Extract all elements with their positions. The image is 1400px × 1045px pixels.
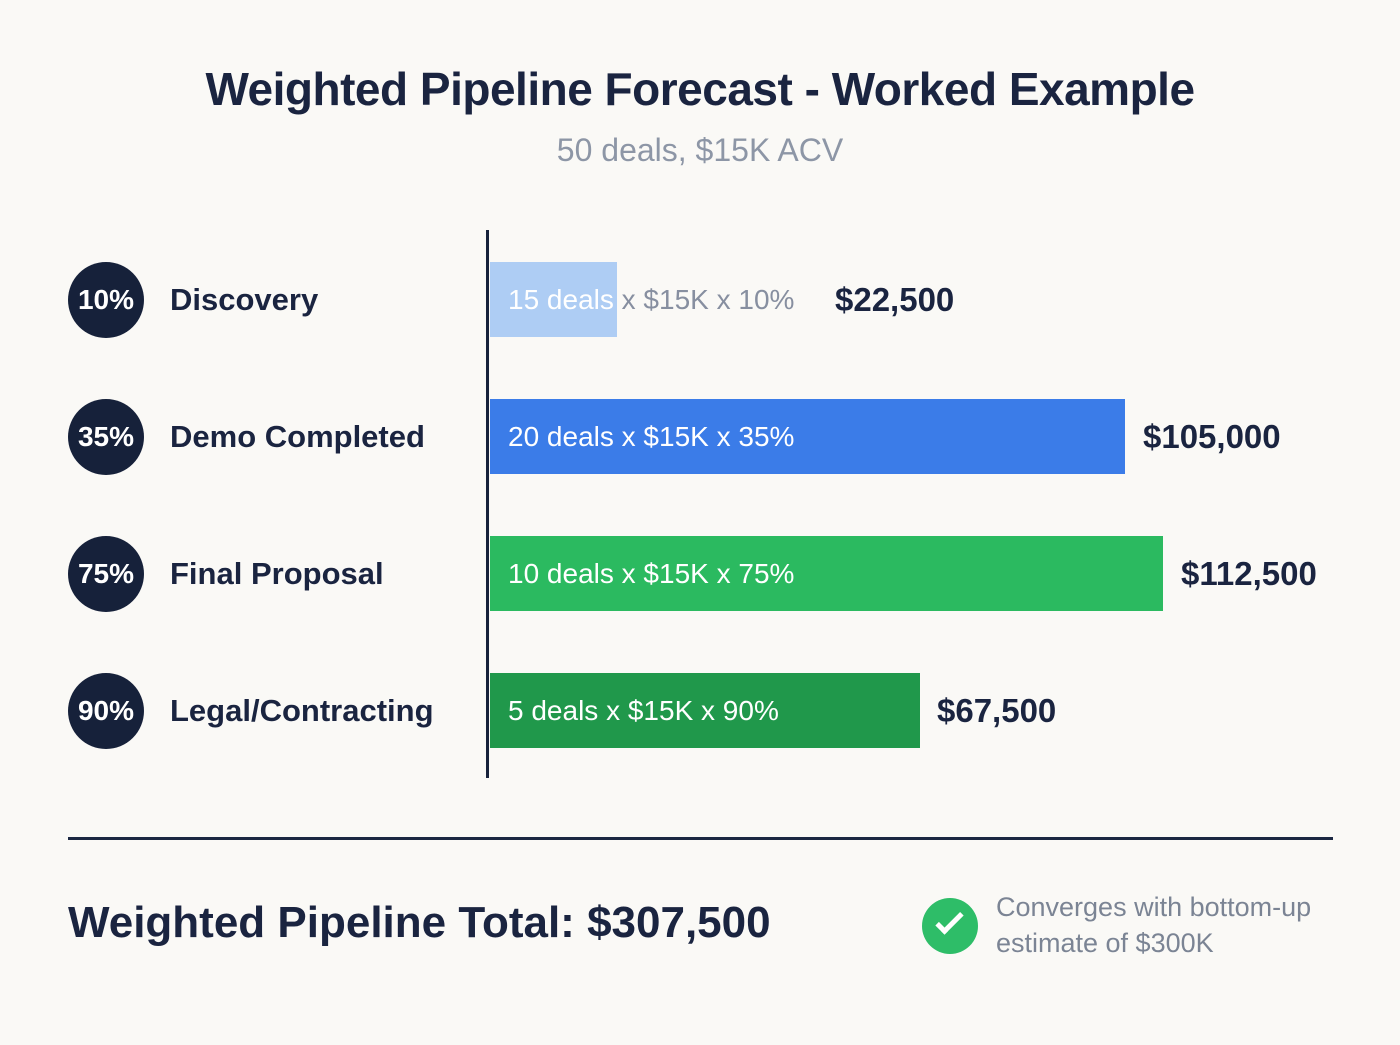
chart-axis-line	[486, 230, 489, 778]
convergence-note: Converges with bottom-up estimate of $30…	[996, 892, 1312, 958]
page-subtitle: 50 deals, $15K ACV	[556, 132, 844, 168]
checkmark-glyph	[935, 906, 964, 935]
probability-badge: 90%	[68, 672, 144, 749]
probability-badge-label: 35%	[77, 420, 135, 452]
formula-inside-text: 5 deals x $15K x 90%	[508, 695, 779, 726]
weighted-value-label: $112,500	[1181, 555, 1317, 592]
weighted-pipeline-total: Weighted Pipeline Total: $307,500	[68, 898, 771, 947]
section-divider	[68, 837, 1333, 840]
weighted-value-label: $105,000	[1143, 418, 1281, 455]
stage-label: Demo Completed	[170, 419, 425, 454]
stage-label: Final Proposal	[170, 556, 384, 591]
stage-label: Legal/Contracting	[170, 693, 434, 728]
stage-bar	[490, 399, 1125, 474]
probability-badge-label: 75%	[77, 557, 135, 589]
formula-inside-text: 15 deals	[508, 284, 614, 315]
page-title: Weighted Pipeline Forecast - Worked Exam…	[205, 63, 1195, 115]
weighted-value-label: $22,500	[835, 281, 955, 318]
probability-badge: 35%	[68, 398, 144, 475]
checkmark-icon	[922, 898, 978, 954]
formula-inside-text: 20 deals x $15K x 35%	[508, 421, 795, 452]
probability-badge: 10%	[68, 261, 144, 338]
pipeline-row-discovery: 10% Discovery 15 deals x $15K x 10% $22,…	[0, 261, 1400, 338]
weighted-value-label: $67,500	[937, 692, 1057, 729]
bar-formula-label: 15 deals x $15K x 10%	[508, 262, 794, 337]
stage-bar	[490, 262, 617, 337]
probability-badge-label: 90%	[77, 694, 135, 726]
formula-outside-text: x $15K x 10%	[613, 284, 795, 315]
probability-badge: 75%	[68, 535, 144, 612]
stage-label: Discovery	[170, 282, 319, 317]
stage-bar	[490, 673, 920, 748]
bar-formula-label: 10 deals x $15K x 75%	[508, 536, 794, 611]
formula-inside-text: 10 deals x $15K x 75%	[508, 558, 795, 589]
stage-bar	[490, 536, 1163, 611]
bar-formula-label: 5 deals x $15K x 90%	[508, 673, 779, 748]
pipeline-row-final-proposal: 75% Final Proposal 10 deals x $15K x 75%…	[0, 535, 1400, 612]
pipeline-row-demo-completed: 35% Demo Completed 20 deals x $15K x 35%…	[0, 398, 1400, 475]
pipeline-row-legal-contracting: 90% Legal/Contracting 5 deals x $15K x 9…	[0, 672, 1400, 749]
probability-badge-label: 10%	[77, 283, 135, 315]
bar-formula-label: 20 deals x $15K x 35%	[508, 399, 794, 474]
